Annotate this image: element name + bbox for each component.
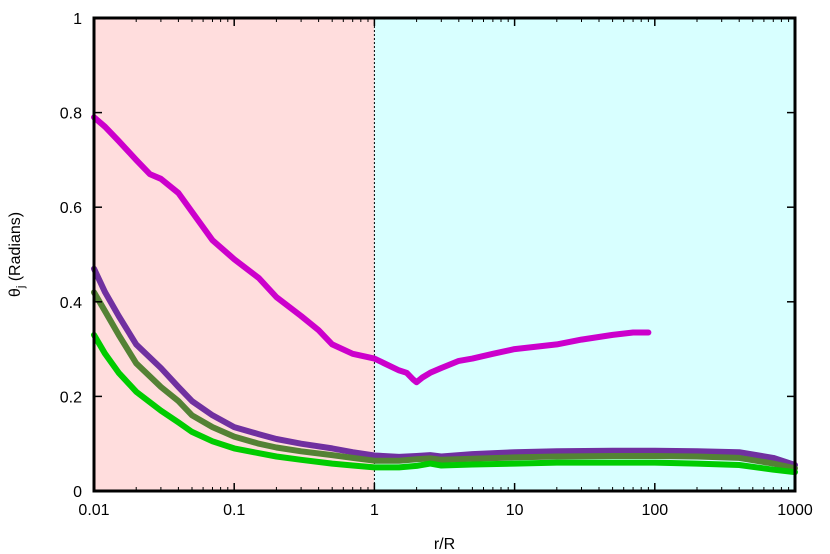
y-axis-title-main: θ — [7, 288, 24, 297]
y-tick-label: 0.8 — [60, 106, 82, 123]
y-tick-label: 0.2 — [60, 389, 82, 406]
series-line-1 — [91, 114, 652, 386]
y-axis-title-subscript: j — [15, 286, 27, 289]
series-line-3 — [91, 289, 798, 472]
y-tick-label: 1 — [73, 11, 82, 28]
y-tick-label: 0.6 — [60, 200, 82, 217]
x-tick-label: 10 — [506, 502, 524, 519]
plot-frame — [92, 16, 797, 493]
x-tick-label: 1 — [370, 502, 379, 519]
x-axis-title: r/R — [434, 536, 455, 553]
x-tick-label: 100 — [641, 502, 668, 519]
x-tick-label: 0.01 — [78, 502, 109, 519]
x-axis-ticks: 0.01 0.1 1 10 100 1000 — [78, 18, 813, 519]
series-lines — [91, 114, 798, 476]
shaded-region-1 — [94, 18, 375, 491]
x-tick-label: 1000 — [777, 502, 813, 519]
x-tick-label: 0.1 — [223, 502, 245, 519]
y-tick-label: 0.4 — [60, 295, 82, 312]
series-line-4 — [91, 331, 798, 476]
y-tick-label: 0 — [73, 484, 82, 501]
y-axis-title-rest: (Radians) — [7, 212, 24, 286]
shaded-regions — [94, 18, 795, 491]
shaded-region-2 — [374, 18, 795, 491]
series-line-2 — [91, 265, 798, 468]
y-axis-title: θj (Radians) — [7, 212, 27, 297]
y-axis-ticks: 0 0.2 0.4 0.6 0.8 1 — [60, 11, 795, 501]
